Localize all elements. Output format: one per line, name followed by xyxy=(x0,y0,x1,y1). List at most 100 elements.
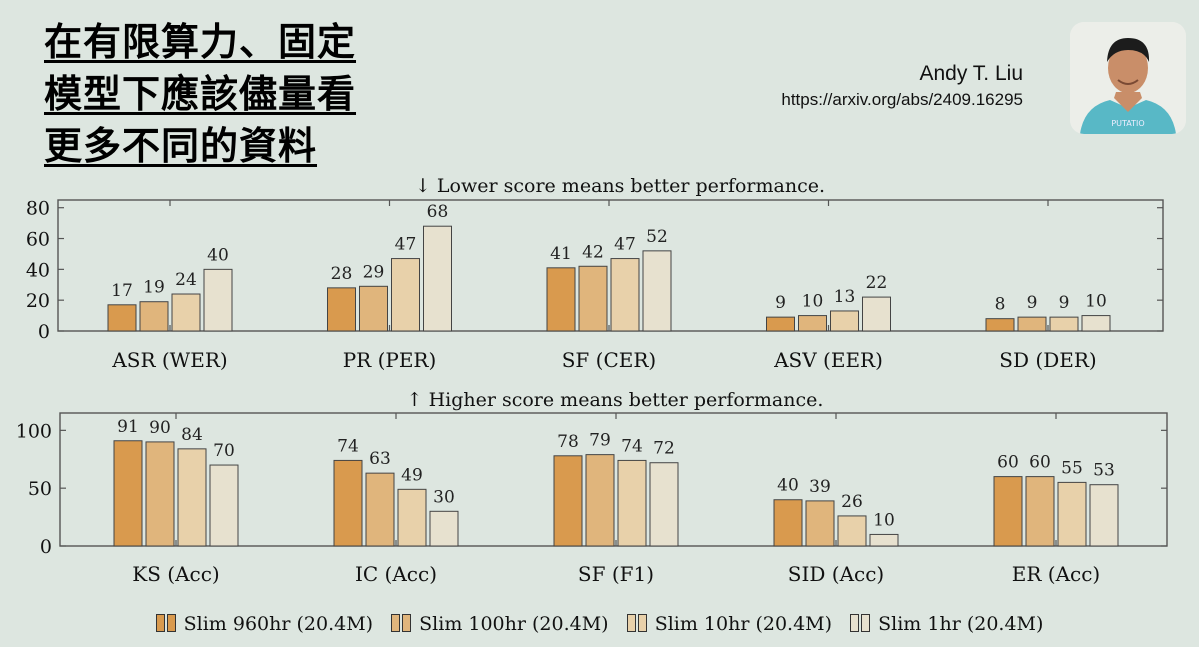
bar xyxy=(327,287,356,332)
category-label: PR (PER) xyxy=(343,348,437,372)
bar xyxy=(553,455,583,547)
bar-value-label: 70 xyxy=(213,441,235,461)
bar-value-label: 26 xyxy=(841,492,863,512)
legend-item: Slim 10hr (20.4M) xyxy=(626,613,832,635)
bar xyxy=(397,488,427,547)
bar xyxy=(1089,484,1119,547)
bar xyxy=(649,462,679,547)
legend-label: Slim 100hr (20.4M) xyxy=(419,613,609,635)
bar xyxy=(617,459,647,547)
bar-value-label: 52 xyxy=(646,227,668,247)
legend-swatch xyxy=(637,614,647,632)
bar-value-label: 40 xyxy=(207,245,229,265)
bar-value-label: 47 xyxy=(395,235,417,255)
bar-value-label: 39 xyxy=(809,477,831,497)
bar-value-label: 49 xyxy=(401,465,423,485)
bar xyxy=(578,265,608,332)
y-tick-label: 60 xyxy=(26,229,50,251)
legend-item: Slim 1hr (20.4M) xyxy=(850,613,1043,635)
bar-value-label: 90 xyxy=(149,418,171,438)
y-tick-label: 0 xyxy=(40,536,52,558)
bar-value-label: 79 xyxy=(589,431,611,451)
legend-item: Slim 960hr (20.4M) xyxy=(155,613,374,635)
chart-bottom-axes: 0 50 100 KS (Acc) IC (Acc) SF (F1) SID (Acc) ER… xyxy=(16,412,1168,586)
legend-swatch xyxy=(861,614,871,632)
bar xyxy=(1049,316,1079,332)
bar-value-label: 30 xyxy=(433,487,455,507)
bar-value-label: 84 xyxy=(181,425,203,445)
bar-value-label: 42 xyxy=(582,242,604,262)
bar xyxy=(333,459,363,547)
bar xyxy=(139,301,169,332)
bar-value-label: 8 xyxy=(995,295,1006,315)
legend-swatch xyxy=(391,614,401,632)
bar xyxy=(869,533,899,547)
bar-value-label: 9 xyxy=(1027,293,1038,313)
bar xyxy=(805,500,835,547)
bar xyxy=(610,258,640,332)
chart-top-axes: 0 20 40 60 80 ASR (WER) PR (PER) SF (CER) ASV (E… xyxy=(26,198,1164,372)
category-label: KS (Acc) xyxy=(132,562,219,586)
author-photo: PUTATIO xyxy=(1070,22,1186,134)
bar-value-label: 55 xyxy=(1061,458,1083,478)
category-label: SF (CER) xyxy=(562,348,657,372)
bar xyxy=(830,310,859,332)
y-tick-label: 20 xyxy=(26,290,50,312)
bar xyxy=(1081,315,1111,332)
category-label: ASR (WER) xyxy=(111,348,227,372)
bar-value-label: 10 xyxy=(802,292,824,312)
bar xyxy=(798,315,827,332)
category-label: ASV (EER) xyxy=(773,348,883,372)
bar-value-label: 17 xyxy=(111,281,133,301)
bar xyxy=(203,268,233,332)
bar xyxy=(985,318,1015,332)
bar-value-label: 60 xyxy=(997,453,1019,473)
bar xyxy=(429,510,459,547)
bar-value-label: 28 xyxy=(331,264,353,284)
bar-value-label: 41 xyxy=(550,244,572,264)
legend-label: Slim 960hr (20.4M) xyxy=(183,613,374,635)
category-label: SID (Acc) xyxy=(788,562,884,586)
bar-value-label: 10 xyxy=(1085,292,1107,312)
bar-value-label: 47 xyxy=(614,235,636,255)
category-label: IC (Acc) xyxy=(355,562,437,586)
bar xyxy=(365,472,395,547)
slide-title: 在有限算力、固定模型下應該儘量看更多不同的資料 xyxy=(44,20,357,168)
bar xyxy=(1025,476,1055,547)
y-tick-label: 80 xyxy=(26,198,50,220)
bar xyxy=(1017,316,1047,332)
author-url[interactable]: https://arxiv.org/abs/2409.16295 xyxy=(781,90,1023,109)
bar xyxy=(837,515,867,547)
bar xyxy=(113,440,143,547)
bar xyxy=(773,499,803,547)
bar-value-label: 74 xyxy=(621,436,643,456)
chart-legend: Slim 960hr (20.4M) Slim 100hr (20.4M) Sl… xyxy=(0,613,1199,635)
y-tick-label: 0 xyxy=(38,321,50,343)
bar xyxy=(862,296,891,332)
bar xyxy=(642,250,672,332)
bar-value-label: 74 xyxy=(337,436,359,456)
bar-value-label: 91 xyxy=(117,417,139,437)
bar xyxy=(209,464,239,547)
category-label: SD (DER) xyxy=(999,348,1096,372)
legend-swatch xyxy=(155,614,165,632)
y-tick-label: 40 xyxy=(26,259,50,281)
category-label: SF (F1) xyxy=(578,562,654,586)
bar xyxy=(391,258,420,332)
bar-value-label: 9 xyxy=(1059,293,1070,313)
bar-value-label: 40 xyxy=(777,476,799,496)
bar xyxy=(1057,481,1087,547)
bar-value-label: 10 xyxy=(873,510,895,530)
bar-value-label: 68 xyxy=(427,202,449,222)
bar xyxy=(423,225,452,332)
author-name: Andy T. Liu xyxy=(919,62,1023,85)
y-tick-label: 100 xyxy=(16,420,52,442)
bar-value-label: 53 xyxy=(1093,461,1115,481)
svg-text:PUTATIO: PUTATIO xyxy=(1111,119,1144,128)
bar xyxy=(177,448,207,547)
bar-value-label: 19 xyxy=(143,278,165,298)
bar-value-label: 63 xyxy=(369,449,391,469)
chart-top-title: ↓ Lower score means better performance. xyxy=(415,175,825,197)
chart-bottom-bars: 91 90 84 70 74 63 49 30 78 79 74 72 40 39 26 10 60 60 55 53 xyxy=(113,417,1119,547)
